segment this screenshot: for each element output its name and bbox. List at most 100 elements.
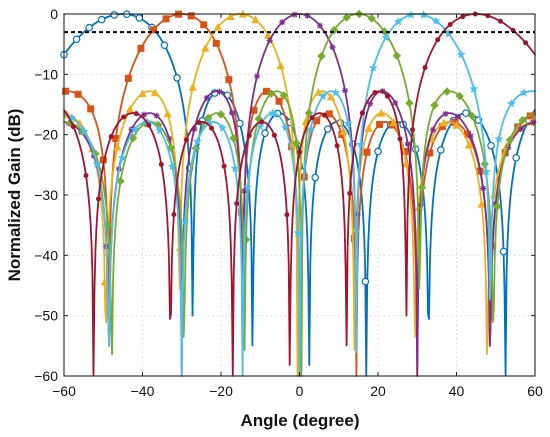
series-marker — [163, 109, 172, 118]
series-marker — [447, 21, 453, 27]
series-marker — [339, 127, 348, 135]
series-marker — [229, 134, 238, 143]
series-marker — [261, 129, 269, 138]
series-marker — [429, 126, 436, 133]
series-marker — [158, 161, 164, 167]
series-marker — [280, 122, 290, 132]
series-marker — [218, 123, 228, 132]
series-marker — [183, 137, 189, 143]
series-marker — [389, 118, 398, 126]
series-marker — [97, 15, 106, 24]
series-marker — [317, 51, 326, 61]
series-marker — [435, 37, 441, 43]
series-marker — [342, 87, 349, 94]
series-marker — [130, 124, 140, 134]
series-marker — [364, 124, 373, 132]
series-marker — [271, 132, 277, 138]
series-marker — [442, 110, 449, 117]
series-marker — [460, 14, 466, 20]
series-marker — [464, 140, 474, 149]
series-marker — [356, 139, 366, 149]
series-marker — [467, 111, 477, 121]
series-marker — [469, 84, 479, 93]
series-marker — [455, 113, 462, 120]
series-marker — [422, 64, 428, 70]
series-marker — [171, 212, 177, 218]
series-marker — [201, 43, 210, 52]
series-marker — [311, 173, 320, 182]
series-marker — [313, 117, 321, 125]
series-marker — [216, 110, 226, 119]
series-marker — [113, 142, 122, 151]
series-marker — [74, 90, 82, 98]
series-marker — [110, 11, 119, 19]
x-tick-label: 60 — [527, 383, 543, 399]
series-marker — [266, 37, 273, 44]
x-tick-label: 0 — [296, 383, 304, 399]
series-marker — [209, 125, 215, 131]
series-marker — [493, 202, 502, 211]
series-marker — [236, 119, 244, 128]
series-marker — [259, 119, 265, 125]
series-marker — [363, 148, 371, 156]
x-tick-label: −40 — [131, 383, 155, 399]
series-marker — [467, 133, 474, 140]
series-marker — [135, 14, 144, 22]
series-marker — [149, 26, 157, 34]
series-marker — [279, 19, 286, 26]
series-marker — [200, 21, 208, 29]
series-marker — [212, 39, 220, 47]
series-marker — [221, 163, 227, 169]
series-marker — [87, 105, 95, 113]
series-marker — [397, 136, 403, 142]
series-marker — [108, 134, 114, 140]
y-tick-label: −40 — [34, 247, 58, 263]
tick-layer: −60 −40 −20 0 20 40 60 0 −10 −20 −30 −40 −50 −60 — [34, 6, 543, 399]
series-marker — [193, 136, 202, 146]
series-marker — [191, 126, 198, 133]
series-marker — [251, 15, 260, 24]
series-marker — [72, 35, 81, 44]
series-marker — [268, 108, 278, 117]
series-marker — [292, 139, 301, 148]
y-tick-label: 0 — [50, 6, 58, 22]
series-marker — [70, 124, 76, 130]
series-marker — [62, 87, 70, 95]
series-marker — [530, 119, 537, 126]
series-marker — [166, 135, 173, 142]
series-marker — [124, 74, 132, 82]
series-marker — [329, 44, 336, 51]
series-marker — [477, 199, 486, 208]
x-tick-label: 20 — [370, 383, 386, 399]
series-marker — [146, 122, 152, 128]
series-marker — [342, 13, 351, 22]
series-marker — [306, 124, 315, 134]
y-tick-label: −20 — [34, 127, 58, 143]
series-marker — [376, 108, 386, 117]
y-tick-label: −50 — [34, 308, 58, 324]
series-marker — [203, 94, 210, 101]
series-marker — [112, 135, 120, 143]
series-marker — [331, 88, 341, 97]
series-marker — [83, 172, 89, 178]
series-marker — [304, 12, 311, 19]
series-marker — [372, 90, 378, 96]
series-marker — [180, 217, 190, 226]
series-marker — [85, 23, 93, 32]
series-marker — [405, 98, 414, 108]
y-tick-label: −30 — [34, 187, 58, 203]
series-marker — [481, 166, 491, 176]
series-marker — [276, 61, 285, 70]
series-marker — [368, 63, 378, 72]
series-marker — [376, 120, 384, 128]
series-marker — [196, 120, 202, 126]
series-marker — [343, 118, 353, 128]
series-marker — [187, 12, 195, 20]
series-layer — [60, 9, 537, 377]
series-marker — [267, 89, 276, 98]
y-tick-label: −10 — [34, 66, 58, 82]
series-marker — [367, 14, 376, 23]
series-marker — [367, 100, 374, 107]
series-marker — [96, 196, 102, 202]
